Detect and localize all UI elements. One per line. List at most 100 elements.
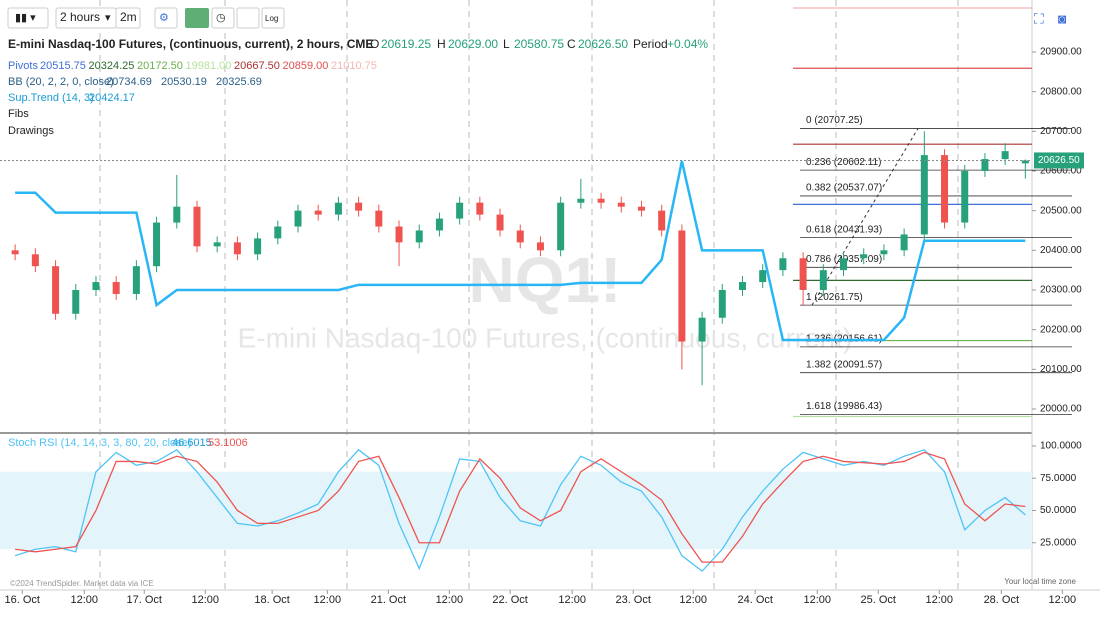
candle-body: [435, 218, 443, 231]
candle-body: [294, 210, 302, 227]
icon: ▮▮ ▾: [15, 12, 36, 24]
candle-body: [11, 250, 19, 255]
ohlc-key: L: [503, 37, 510, 51]
timezone: Your local time zone: [1004, 577, 1076, 586]
candle-body: [799, 258, 807, 290]
icon: ◷: [216, 12, 226, 24]
candle-body: [941, 155, 949, 223]
candle-body: [476, 202, 484, 215]
settings-button[interactable]: [154, 7, 178, 29]
stoch-line: [15, 451, 1026, 563]
legend-value: 20530.19: [161, 76, 207, 88]
candle-body: [860, 254, 868, 259]
legend-value: 20424.17: [89, 92, 135, 104]
candle-body: [213, 242, 221, 247]
candle-body: [597, 198, 605, 203]
legend-value: 46.6015: [172, 437, 212, 449]
y-tick-label: 20900.00: [1040, 47, 1082, 58]
legend-label: BB (20, 2, 2, 0, close): [8, 76, 114, 88]
candle-body: [395, 226, 403, 243]
candle-body: [718, 289, 726, 318]
y-tick-label: 25.0000: [1040, 537, 1077, 548]
period-key: Period: [633, 37, 668, 51]
candle-body: [738, 282, 746, 290]
x-tick-label: 16. Oct: [4, 594, 39, 606]
candle-body: [658, 210, 666, 231]
fullscreen-icon[interactable]: ⛶: [1034, 11, 1044, 27]
interval-label: 2 hours: [60, 10, 100, 24]
chart-type-button[interactable]: [7, 7, 49, 29]
alt-interval-label: 2m: [120, 10, 137, 24]
fib-label: 0.618 (20431.93): [806, 224, 882, 235]
icon: ▾: [105, 12, 111, 24]
fib-trend: [811, 128, 919, 306]
ohlc-value: 20580.75: [514, 37, 564, 51]
candle-body: [557, 202, 565, 251]
candle-body: [173, 206, 181, 223]
candle-body: [193, 206, 201, 247]
x-tick-label: 12:00: [192, 594, 220, 606]
candle-body: [819, 270, 827, 290]
period-value: +0.04%: [667, 37, 708, 51]
candle-body: [637, 206, 645, 211]
x-tick-label: 24. Oct: [737, 594, 772, 606]
candle-body: [496, 214, 504, 231]
candle-body: [233, 242, 241, 255]
camera-icon[interactable]: ◙: [1058, 11, 1066, 27]
watermark-name: E-mini Nasdaq-100 Futures, (continuous, …: [238, 322, 853, 353]
candle-body: [456, 202, 464, 219]
x-tick-label: 12:00: [70, 594, 98, 606]
x-tick-label: 12:00: [558, 594, 586, 606]
last-price-tag: [1034, 152, 1084, 169]
legend-value: 20667.50: [234, 60, 280, 72]
candle-body: [31, 254, 39, 267]
candle-body: [900, 234, 908, 251]
candle-body: [132, 266, 140, 294]
candle-body: [254, 238, 262, 255]
x-tick-label: 12:00: [1049, 594, 1077, 606]
candle-body: [536, 242, 544, 251]
icon: ⚙: [159, 12, 169, 24]
fib-label: 0 (20707.25): [806, 115, 863, 126]
last-price-label: 20626.50: [1038, 155, 1080, 166]
title: E-mini Nasdaq-100 Futures, (continuous, …: [8, 37, 373, 51]
candle-body: [1001, 151, 1009, 160]
candle-body: [334, 202, 342, 215]
ohlc-key: C: [567, 37, 576, 51]
legend-value: 19981.00: [186, 60, 232, 72]
candle-body: [617, 202, 625, 207]
legend-value: 53.1006: [208, 437, 248, 449]
ohlc-key: H: [437, 37, 446, 51]
legend-value: 20515.75: [40, 60, 86, 72]
supertrend-line: [15, 160, 1026, 342]
alt-interval-button[interactable]: [115, 7, 141, 29]
candle-body: [375, 210, 383, 227]
indicator-button[interactable]: [185, 8, 209, 28]
x-tick-label: 12:00: [803, 594, 831, 606]
y-tick-label: 20500.00: [1040, 205, 1082, 216]
ohlc-value: 20626.50: [578, 37, 628, 51]
legend-value: 20325.69: [216, 76, 262, 88]
x-tick-label: 12:00: [926, 594, 954, 606]
legend-value: 20172.50: [137, 60, 183, 72]
replay-button[interactable]: [211, 7, 235, 29]
legend-label: Pivots: [8, 60, 38, 72]
y-tick-label: 20000.00: [1040, 404, 1082, 415]
x-tick-label: 22. Oct: [492, 594, 527, 606]
candle-body: [880, 250, 888, 255]
ohlc-key: O: [370, 37, 379, 51]
candle-body: [698, 317, 706, 342]
legend-value: 20859.00: [283, 60, 329, 72]
draw-button[interactable]: [236, 7, 260, 29]
candle-body: [840, 258, 848, 271]
fib-label: 1.618 (19986.43): [806, 401, 882, 412]
candle-body: [920, 155, 928, 235]
legend-label: Sup.Trend (14, 3): [8, 92, 94, 104]
legend-value: 21010.75: [331, 60, 377, 72]
x-tick-label: 21. Oct: [371, 594, 406, 606]
x-tick-label: 28. Oct: [984, 594, 1019, 606]
x-tick-label: 23. Oct: [615, 594, 650, 606]
log-button[interactable]: [261, 7, 285, 29]
y-tick-label: 50.0000: [1040, 505, 1077, 516]
fib-label: 0.382 (20537.07): [806, 183, 882, 194]
